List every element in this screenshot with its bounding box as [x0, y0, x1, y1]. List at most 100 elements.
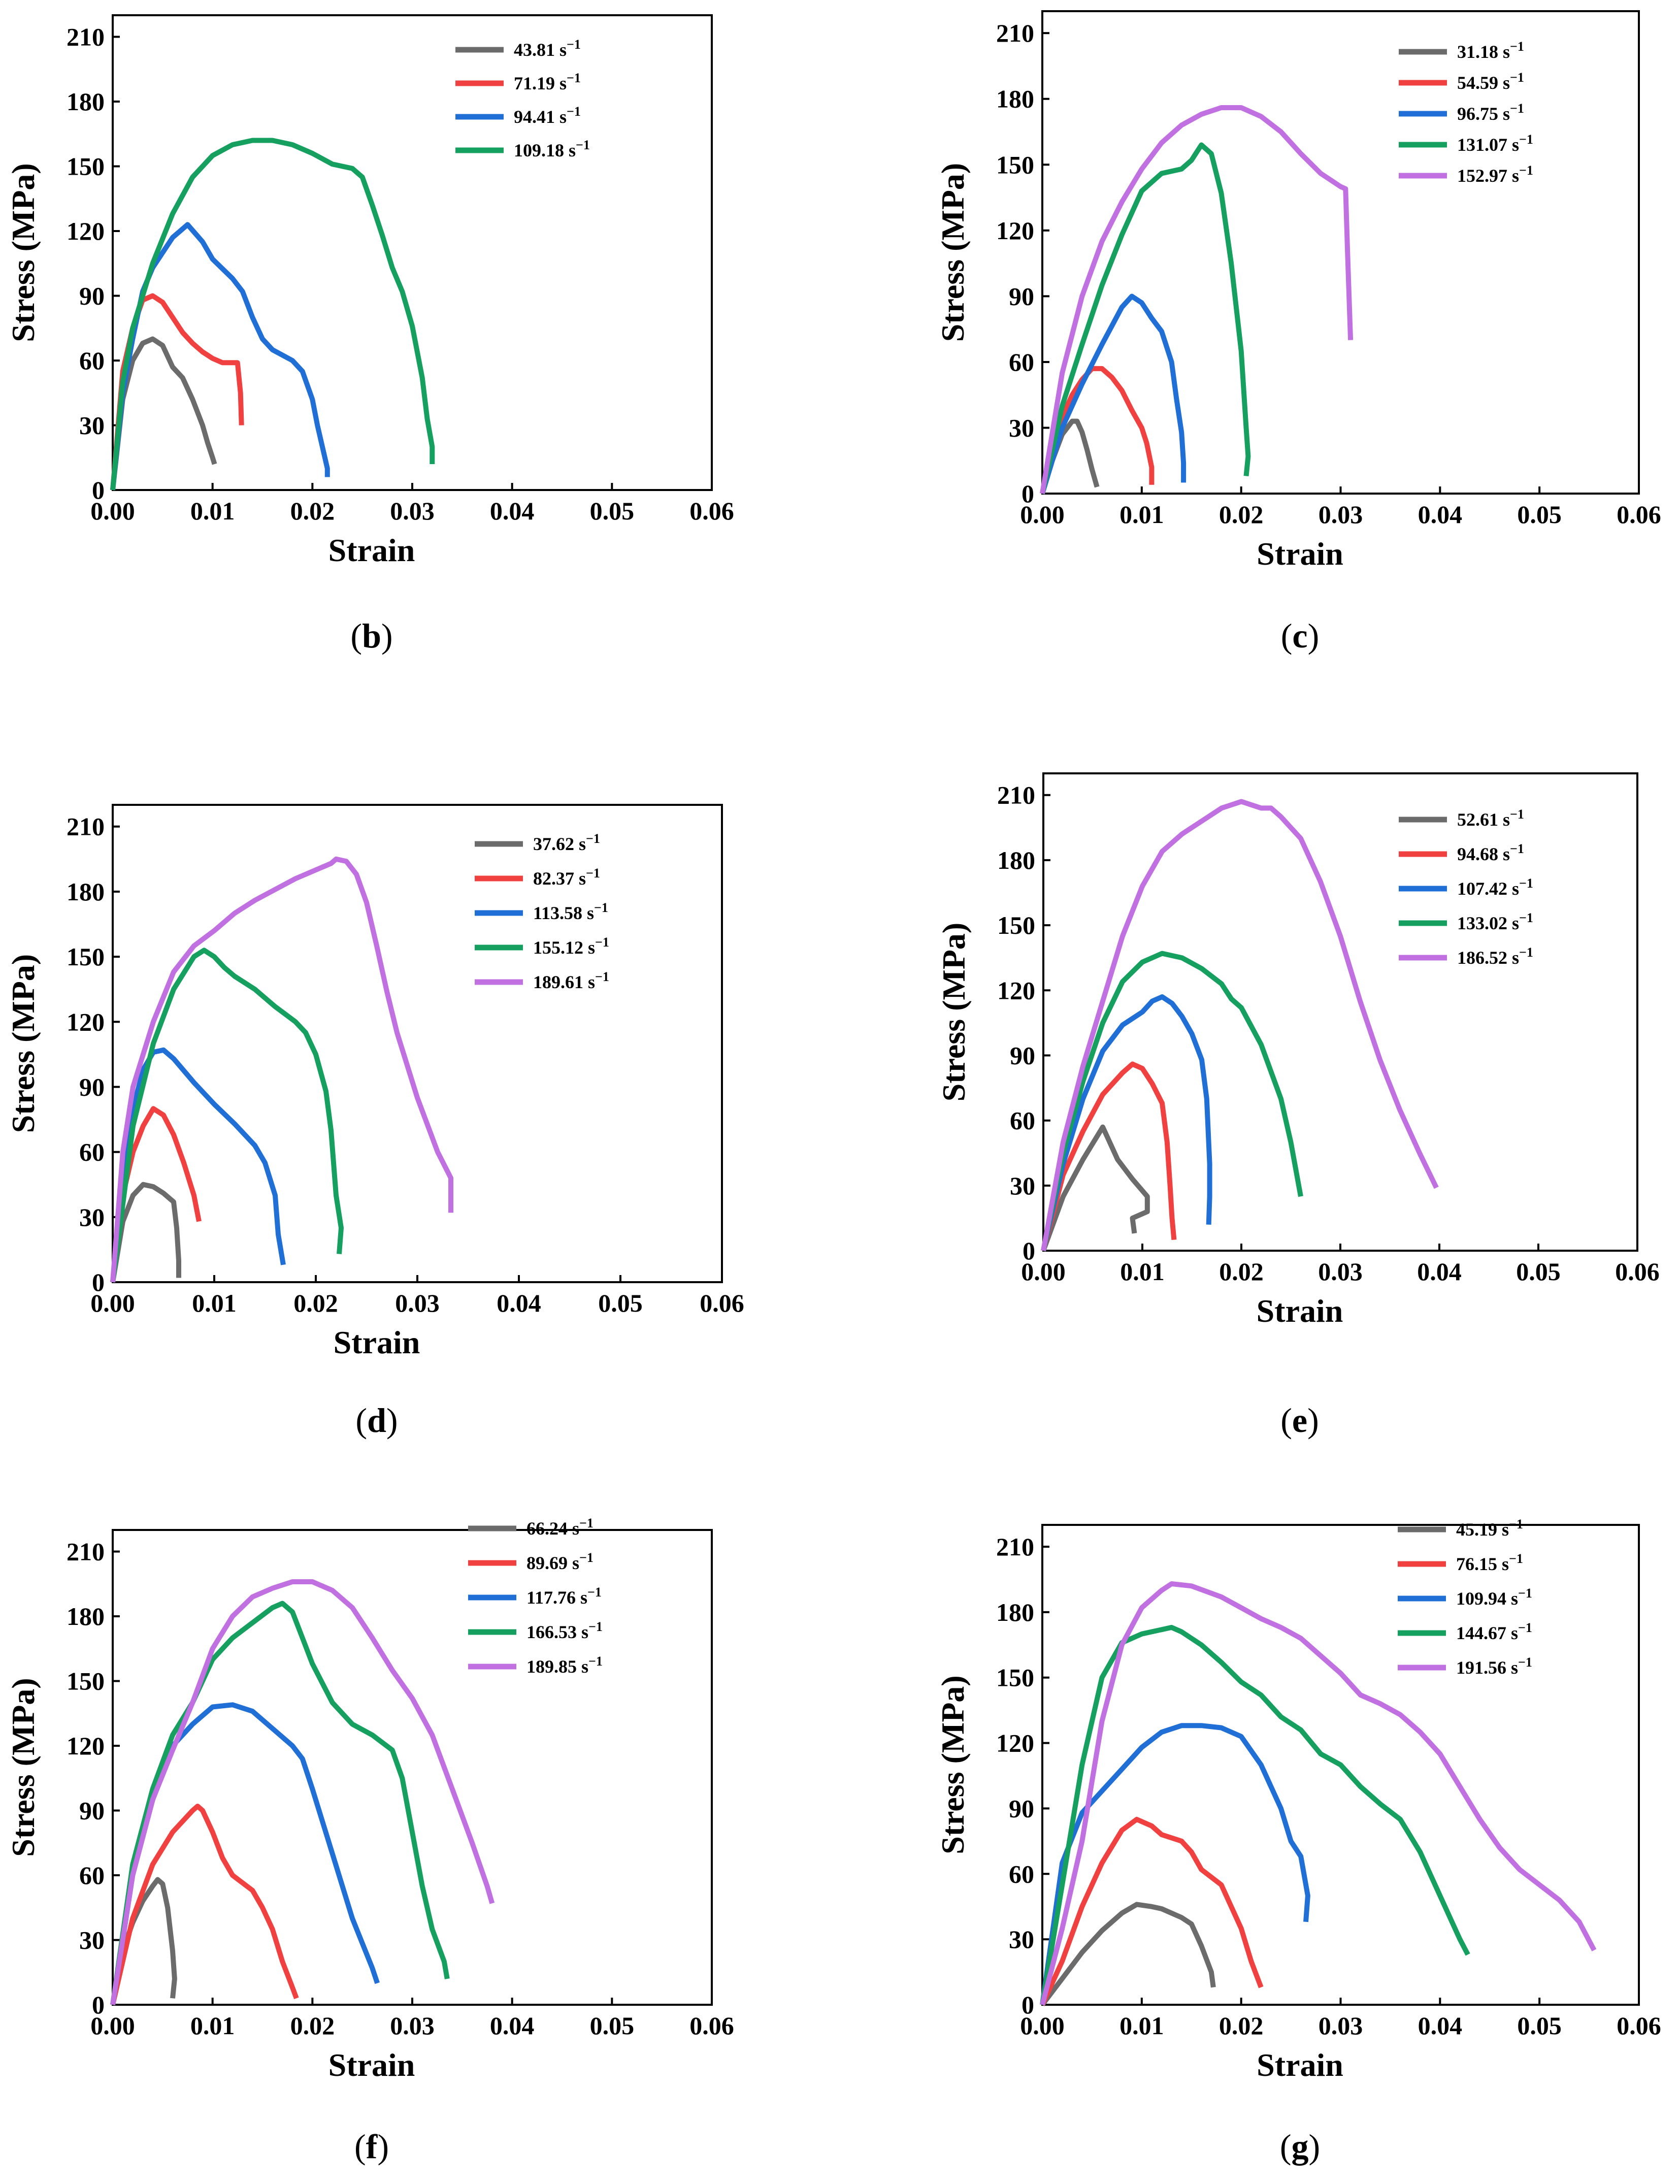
- legend-entry: 107.42 s−1: [1457, 876, 1533, 899]
- y-tick-label: 60: [79, 1138, 105, 1166]
- y-tick-label: 120: [67, 1732, 105, 1760]
- x-tick-label: 0.06: [689, 497, 734, 525]
- legend-entry: 54.59 s−1: [1457, 70, 1524, 93]
- y-tick-label: 180: [67, 877, 105, 906]
- panel-e: 0.00 0.01 0.02 0.03 0.04 0.05 0.06 0 30 60 90 120 15…: [936, 772, 1660, 1440]
- y-tick-label: 180: [996, 85, 1034, 113]
- series-line-117.76: [110, 1702, 380, 2005]
- series-line-144.67: [1040, 1624, 1470, 2005]
- y-tick-label: 150: [67, 1667, 105, 1696]
- y-tick-label: 60: [1010, 1106, 1035, 1135]
- x-tick-label: 0.05: [598, 1289, 643, 1317]
- y-axis-title: Stress (MPa): [5, 1678, 41, 1857]
- legend-entry: 96.75 s−1: [1457, 101, 1524, 124]
- y-tick-label: 90: [1010, 1041, 1035, 1069]
- x-axis-title: Strain: [328, 2047, 415, 2083]
- y-tick-label: 120: [67, 1007, 105, 1036]
- x-tick-label: 0.06: [1615, 1257, 1660, 1286]
- y-tick-label: 150: [996, 150, 1034, 179]
- legend: 43.81 s−1 71.19 s−1 94.41 s−1 109.18 s−1: [455, 37, 590, 160]
- x-tick-label: 0.06: [689, 2011, 734, 2040]
- x-tick-label: 0.00: [90, 497, 135, 525]
- x-tick-label: 0.02: [1219, 1257, 1264, 1286]
- y-tick-label: 0: [1023, 1236, 1035, 1265]
- series-line-43.81: [110, 336, 217, 491]
- legend-entry: 191.56 s−1: [1456, 1655, 1532, 1678]
- series-line-107.42: [1041, 994, 1212, 1252]
- series-line-189.61: [110, 856, 453, 1283]
- panel-caption: (c): [1281, 616, 1320, 655]
- y-tick-label: 120: [997, 976, 1035, 1004]
- x-tick-label: 0.04: [1417, 1257, 1462, 1286]
- x-axis-title: Strain: [1257, 2047, 1343, 2083]
- legend-entry: 52.61 s−1: [1457, 807, 1524, 830]
- series-line-52.61: [1041, 1124, 1150, 1252]
- x-tick-label: 0.05: [590, 497, 635, 525]
- y-tick-label: 30: [1009, 413, 1034, 442]
- panel-g: 0.00 0.01 0.02 0.03 0.04 0.05 0.06 0 30 60 90 120 15…: [935, 1517, 1661, 2166]
- legend-entry: 133.02 s−1: [1457, 910, 1533, 933]
- y-tick-label: 0: [1022, 479, 1034, 508]
- y-tick-label: 60: [79, 1861, 105, 1889]
- y-tick-label: 30: [1010, 1171, 1035, 1200]
- legend-entry: 109.18 s−1: [514, 138, 590, 160]
- x-tick-label: 0.05: [1517, 2011, 1562, 2040]
- x-axis-title: Strain: [334, 1324, 420, 1360]
- legend-entry: 131.07 s−1: [1457, 132, 1533, 155]
- legend-entry: 89.69 s−1: [526, 1550, 594, 1573]
- y-tick-label: 150: [67, 152, 105, 181]
- legend: 66.24 s−1 89.69 s−1 117.76 s−1 166.53 s−1 18…: [468, 1516, 603, 1677]
- legend-entry: 117.76 s−1: [526, 1585, 602, 1608]
- legend-entry: 155.12 s−1: [533, 935, 609, 958]
- panel-caption: (f): [354, 2127, 389, 2166]
- panel-d: 0.00 0.01 0.02 0.03 0.04 0.05 0.06 0 30 60 90 120 15…: [5, 804, 744, 1440]
- y-tick-label: 30: [79, 1926, 105, 1954]
- legend-entry: 71.19 s−1: [514, 71, 581, 93]
- series-line-131.07: [1040, 142, 1251, 495]
- y-tick-label: 150: [996, 1664, 1034, 1692]
- series-line-189.85: [110, 1579, 495, 2005]
- legend-entry: 37.62 s−1: [533, 831, 600, 854]
- series-line-133.02: [1041, 951, 1303, 1251]
- legend-entry: 113.58 s−1: [533, 900, 608, 923]
- y-tick-label: 60: [1009, 1860, 1034, 1888]
- y-tick-label: 90: [79, 1072, 105, 1101]
- series-line-186.52: [1041, 799, 1439, 1251]
- panel-caption: (d): [355, 1401, 398, 1440]
- x-tick-label: 0.00: [1021, 1257, 1066, 1286]
- y-tick-label: 60: [1009, 348, 1034, 376]
- x-tick-label: 0.06: [1617, 500, 1661, 529]
- y-axis-title: Stress (MPa): [5, 163, 41, 342]
- series-line-89.69: [110, 1804, 299, 2006]
- x-tick-label: 0.02: [290, 497, 335, 525]
- legend-entry: 45.19 s−1: [1456, 1517, 1523, 1540]
- plot-frame: [1041, 10, 1640, 495]
- x-tick-label: 0.03: [390, 2011, 435, 2040]
- legend-entry: 189.61 s−1: [533, 969, 609, 992]
- series-line-94.68: [1041, 1061, 1177, 1252]
- legend-entry: 166.53 s−1: [526, 1619, 603, 1642]
- x-tick-label: 0.03: [1319, 2011, 1363, 2040]
- series-line-76.15: [1040, 1816, 1264, 2006]
- x-tick-label: 0.02: [290, 2011, 335, 2040]
- series-line-45.19: [1040, 1902, 1216, 2007]
- legend-entry: 152.97 s−1: [1457, 163, 1533, 186]
- x-tick-label: 0.01: [190, 2011, 235, 2040]
- x-tick-label: 0.01: [1119, 500, 1164, 529]
- x-tick-label: 0.05: [1516, 1257, 1561, 1286]
- x-axis-title: Strain: [1257, 536, 1343, 572]
- x-tick-label: 0.02: [1219, 500, 1264, 529]
- x-tick-label: 0.04: [490, 2011, 535, 2040]
- series-line-113.58: [110, 1047, 286, 1283]
- panel-b: 0.00 0.01 0.02 0.03 0.04 0.05 0.06 0 30 60 90 120 15…: [5, 14, 734, 655]
- y-tick-label: 120: [996, 216, 1034, 245]
- y-tick-label: 30: [79, 1203, 105, 1231]
- y-tick-label: 150: [67, 942, 105, 971]
- x-tick-label: 0.00: [1020, 500, 1065, 529]
- legend: 37.62 s−1 82.37 s−1 113.58 s−1 155.12 s−1 18…: [475, 831, 609, 992]
- x-tick-label: 0.01: [192, 1289, 237, 1317]
- panel-caption: (g): [1280, 2127, 1320, 2166]
- series-line-54.59: [1040, 366, 1155, 495]
- x-tick-label: 0.03: [1319, 500, 1363, 529]
